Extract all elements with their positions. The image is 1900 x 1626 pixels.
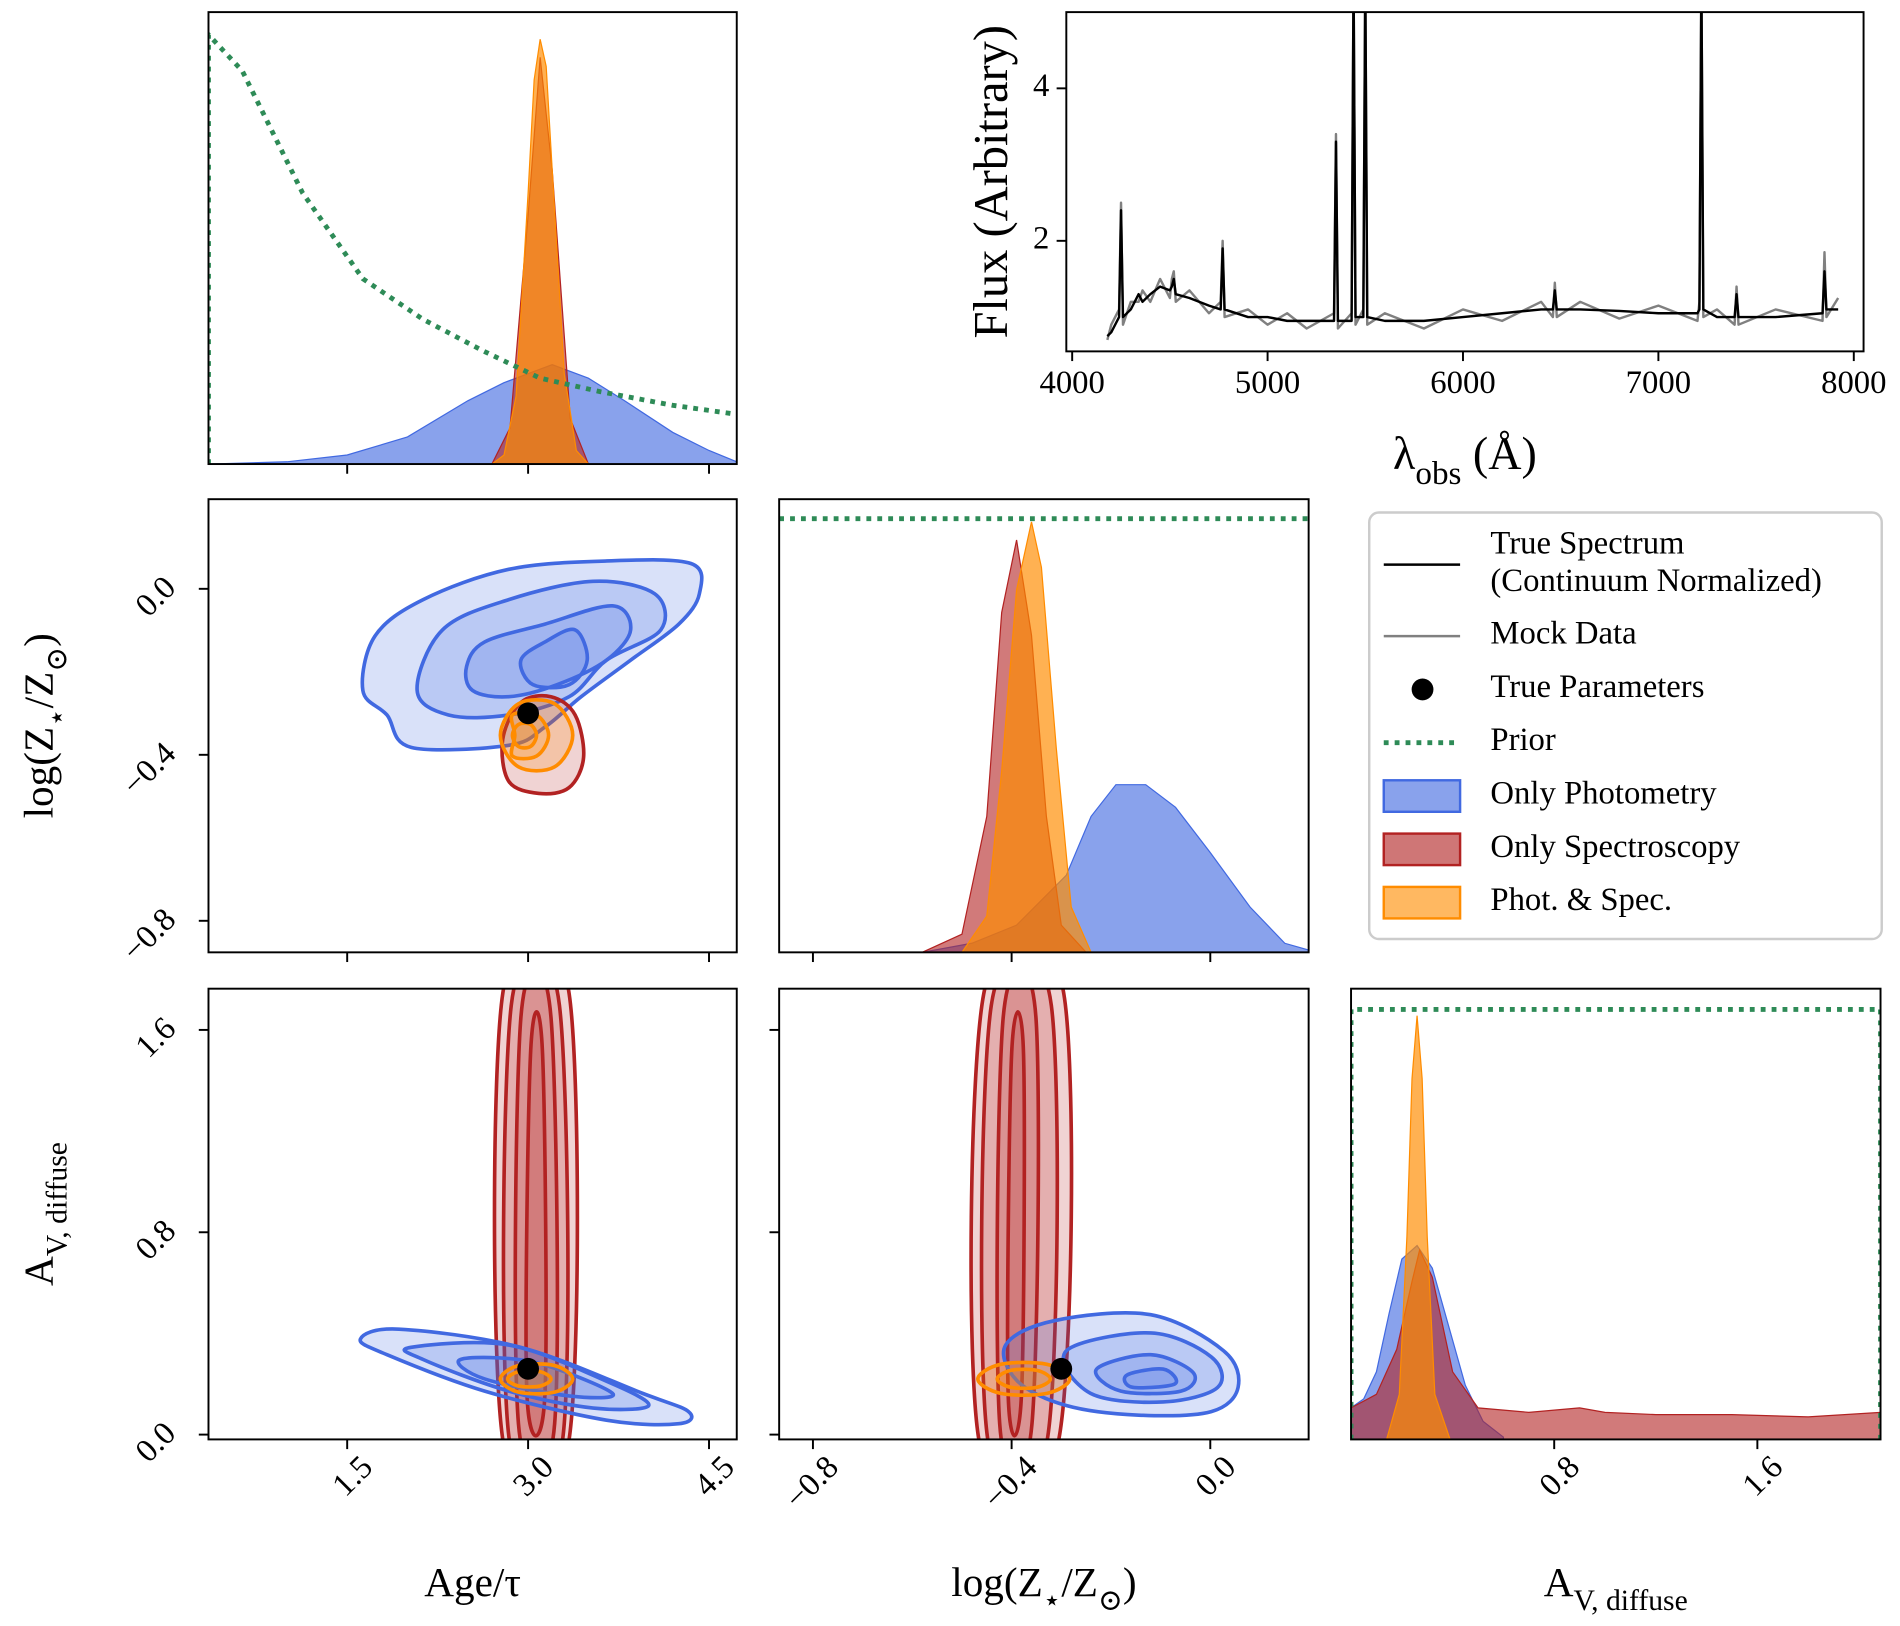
axes-frame bbox=[207, 498, 738, 954]
legend-label: (Continuum Normalized) bbox=[1490, 563, 1822, 599]
y-axis-label: AV, diffuse bbox=[16, 1142, 73, 1286]
x-tick-label: 4.5 bbox=[687, 1449, 741, 1503]
plot-area bbox=[208, 31, 737, 465]
contour-level bbox=[518, 627, 590, 690]
legend-box bbox=[1368, 511, 1883, 941]
x-axis-label-part: Age/τ bbox=[424, 1560, 521, 1606]
x-tick-label: 1.5 bbox=[326, 1449, 380, 1503]
y-tick-label: 0.0 bbox=[129, 1415, 183, 1469]
legend-label: Prior bbox=[1490, 722, 1556, 758]
legend-swatch bbox=[1382, 779, 1462, 813]
true-parameter bbox=[1050, 1357, 1073, 1380]
y-tick-label: −0.8 bbox=[116, 901, 183, 968]
contour-level bbox=[415, 579, 668, 720]
x-axis-label-part: (Å) bbox=[1461, 428, 1536, 479]
x-axis-label-part: ⋆ bbox=[1043, 1585, 1062, 1617]
spectrum-line bbox=[1106, 12, 1840, 341]
legend-label: True Parameters bbox=[1490, 669, 1704, 705]
x-tick-label: −0.8 bbox=[778, 1449, 845, 1516]
axes-frame bbox=[778, 987, 1310, 1441]
y-tick-label: 4 bbox=[1033, 68, 1049, 104]
x-axis-label-part: obs bbox=[1415, 455, 1461, 492]
spectrum-line bbox=[1106, 12, 1839, 337]
axes-frame bbox=[1350, 987, 1882, 1441]
density-area bbox=[1385, 1015, 1451, 1440]
y-tick-label: 0.8 bbox=[129, 1213, 183, 1267]
y-tick-label: 2 bbox=[1033, 220, 1049, 256]
y-axis-label-part: /Z bbox=[16, 672, 62, 709]
plot-area bbox=[360, 558, 704, 796]
legend-swatch bbox=[1382, 832, 1462, 867]
x-axis-label-part: ) bbox=[1123, 1560, 1137, 1607]
x-tick-label: 7000 bbox=[1626, 365, 1691, 401]
contour-level bbox=[976, 1360, 1072, 1397]
y-tick-label: −0.4 bbox=[116, 735, 183, 802]
plot-area bbox=[358, 988, 694, 1440]
y-tick-label: 1.6 bbox=[129, 1011, 183, 1065]
x-axis-label-part: ⊙ bbox=[1098, 1585, 1123, 1617]
x-axis-label: λobs (Å) bbox=[1393, 428, 1537, 493]
legend-swatch bbox=[1411, 678, 1434, 701]
x-axis-label-part: /Z bbox=[1061, 1560, 1098, 1606]
x-tick-label: 1.6 bbox=[1736, 1449, 1790, 1503]
y-axis-label-part: log(Z bbox=[16, 727, 63, 819]
true-parameter bbox=[517, 702, 540, 725]
axes-frame bbox=[207, 987, 738, 1441]
y-axis-label: log(Z⋆/Z⊙) bbox=[16, 633, 73, 818]
contour-level bbox=[1122, 1367, 1179, 1390]
x-axis-label: AV, diffuse bbox=[1544, 1560, 1688, 1617]
x-axis-label-part: A bbox=[1544, 1560, 1574, 1606]
x-tick-label: 3.0 bbox=[506, 1449, 560, 1503]
y-axis-label-part: V, diffuse bbox=[42, 1142, 74, 1256]
x-axis-label-part: λ bbox=[1393, 428, 1416, 479]
contour-level bbox=[501, 988, 570, 1440]
axes-frame bbox=[1065, 11, 1865, 353]
x-tick-label: 4000 bbox=[1039, 365, 1104, 401]
contour-level bbox=[995, 1367, 1053, 1391]
x-tick-label: 0.8 bbox=[1533, 1449, 1587, 1503]
axes-frame bbox=[778, 498, 1310, 954]
legend-label: True Spectrum bbox=[1490, 525, 1684, 561]
plot-area bbox=[779, 516, 1309, 953]
legend-label: Only Photometry bbox=[1490, 776, 1717, 812]
x-axis-label: log(Z⋆/Z⊙) bbox=[951, 1560, 1136, 1617]
true-parameter bbox=[517, 1357, 540, 1380]
y-axis-label: Flux (Arbitrary) bbox=[965, 25, 1018, 339]
plot-area bbox=[969, 988, 1241, 1440]
y-axis-label-part: ⊙ bbox=[42, 647, 74, 672]
density-area bbox=[490, 39, 590, 465]
axes-frame bbox=[207, 11, 738, 466]
x-axis-label-part: V, diffuse bbox=[1574, 1585, 1688, 1617]
legend-label: Phot. & Spec. bbox=[1490, 882, 1672, 918]
y-axis-label-part: Flux (Arbitrary) bbox=[965, 25, 1018, 339]
y-tick-label: 0.0 bbox=[129, 569, 183, 623]
x-axis-label-part: log(Z bbox=[951, 1560, 1043, 1607]
legend-label: Mock Data bbox=[1490, 616, 1637, 652]
x-tick-label: 5000 bbox=[1235, 365, 1300, 401]
y-axis-label-part: A bbox=[16, 1256, 62, 1286]
contour-level bbox=[1005, 1010, 1027, 1438]
x-tick-label: 0.0 bbox=[1189, 1449, 1243, 1503]
x-tick-label: 8000 bbox=[1821, 365, 1886, 401]
legend-label: Only Spectroscopy bbox=[1490, 829, 1740, 865]
contour-level bbox=[463, 604, 633, 699]
x-tick-label: −0.4 bbox=[977, 1449, 1044, 1516]
density-area bbox=[208, 363, 737, 465]
x-tick-label: 6000 bbox=[1430, 365, 1495, 401]
y-axis-label-part: ⋆ bbox=[42, 708, 74, 727]
contour-level bbox=[524, 1010, 548, 1438]
density-area bbox=[961, 521, 1092, 953]
plot-area bbox=[1351, 1006, 1881, 1440]
plot-area bbox=[1106, 12, 1840, 341]
x-axis-label: Age/τ bbox=[424, 1560, 521, 1606]
contour-level bbox=[1061, 1331, 1224, 1405]
contour-level bbox=[510, 721, 539, 750]
y-axis-label-part: ) bbox=[16, 633, 63, 647]
prior-line bbox=[208, 31, 737, 465]
legend-swatch bbox=[1382, 885, 1462, 920]
